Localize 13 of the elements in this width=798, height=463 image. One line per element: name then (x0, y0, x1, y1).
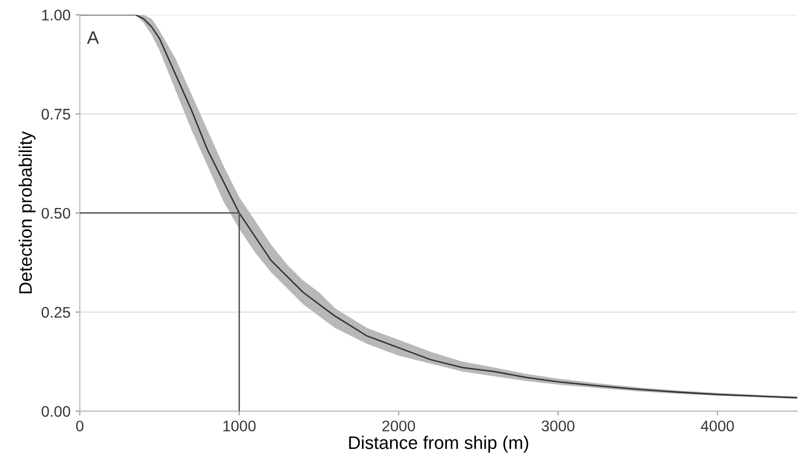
y-tick-label: 0.00 (42, 406, 70, 417)
y-tick-label: 0.50 (42, 208, 70, 219)
x-tick-label: 3000 (542, 420, 574, 432)
x-tick-label: 2000 (382, 420, 416, 432)
x-tick-label: 4000 (700, 420, 734, 432)
annotation: A (87, 31, 99, 44)
x-tick-label: 1000 (223, 420, 256, 432)
y-tick-label: 0.25 (42, 306, 70, 318)
y-axis-title: Detection probability (18, 131, 36, 294)
x-axis-title: Distance from ship (m) (349, 436, 528, 453)
y-tick-label: 1.00 (42, 10, 70, 20)
x-tick-label: 0 (76, 420, 84, 432)
y-tick-label: 0.75 (42, 108, 70, 120)
